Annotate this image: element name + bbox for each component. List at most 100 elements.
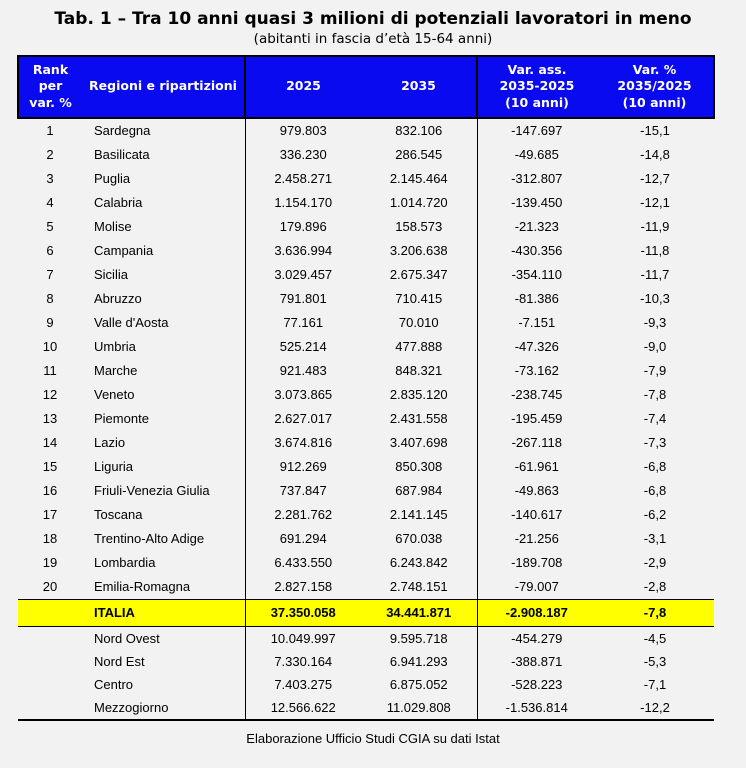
cell-rank: 11 [43, 363, 57, 379]
cell-2025: 3.674.816 [274, 435, 333, 451]
cell-var-pct: -5,3 [643, 653, 667, 669]
cell-var-ass: -189.708 [511, 555, 563, 571]
table-row: 5 Molise 179.896 158.573 -21.323 -11,9 [18, 214, 714, 239]
cell-2025: 3.029.457 [274, 267, 333, 283]
cell-var-ass: -147.697 [511, 123, 563, 139]
cell-2025: 2.281.762 [274, 507, 333, 523]
cell-var-ass: -312.807 [511, 171, 563, 187]
cell-2035: 2.748.151 [361, 574, 478, 600]
cell-var-pct: -9,3 [643, 315, 667, 331]
cell-var-ass: -139.450 [511, 195, 563, 211]
table-row: 8 Abruzzo 791.801 710.415 -81.386 -10,3 [18, 286, 714, 311]
cell-region: Emilia-Romagna [82, 574, 246, 600]
cell-var-pct: -4,5 [643, 630, 667, 646]
source-note: Elaborazione Ufficio Studi CGIA su dati … [246, 730, 500, 746]
cell-rank: 16 [42, 483, 58, 499]
cell-region: Sicilia [82, 262, 246, 287]
cell-2035: 3.407.698 [361, 430, 478, 455]
table-row: 12 Veneto 3.073.865 2.835.120 -238.745 -7,8 [18, 382, 714, 407]
cell-2025: 336.230 [279, 147, 327, 163]
cell-2035: 6.243.842 [361, 550, 478, 575]
cell-2035: 477.888 [361, 334, 478, 359]
cell-2035: 6.875.052 [361, 672, 478, 696]
cell-rank: 17 [42, 507, 58, 523]
cell-rank: 9 [46, 315, 54, 331]
cell-2035: 9.595.718 [361, 626, 478, 650]
cell-rank [18, 598, 82, 627]
table-row: 16 Friuli-Venezia Giulia 737.847 687.984 -49… [18, 478, 714, 503]
cell-var-ass: -49.685 [514, 147, 559, 163]
cell-var-ass: -430.356 [511, 243, 563, 259]
header-var-pct: Var. % 2035/2025 (10 anni) [596, 54, 715, 119]
cell-2035: 710.415 [361, 286, 478, 311]
cell-var-ass: -47.326 [514, 339, 559, 355]
italia-total-row: ITALIA 37.350.058 34.441.871 -2.908.187 -7,8 [18, 598, 714, 627]
table-row: 19 Lombardia 6.433.550 6.243.842 -189.708 -2,… [18, 550, 714, 575]
cell-2035: 2.145.464 [361, 166, 478, 191]
cell-region: ITALIA [82, 598, 246, 627]
cell-var-ass: -238.745 [511, 387, 563, 403]
cell-2025: 979.803 [279, 123, 327, 139]
cell-region: Veneto [82, 382, 246, 407]
cell-var-ass: -354.110 [511, 267, 562, 283]
page: Tab. 1 – Tra 10 anni quasi 3 milioni di … [17, 9, 715, 746]
cell-region: Friuli-Venezia Giulia [82, 478, 246, 503]
header-row: Rank per var. % Regioni e ripartizioni 2… [17, 54, 715, 119]
cell-2035: 70.010 [361, 310, 478, 335]
cell-2025: 3.073.865 [274, 387, 333, 403]
cell-var-pct: -11,7 [640, 267, 670, 283]
cell-var-pct: -7,4 [643, 411, 667, 427]
table-row: 4 Calabria 1.154.170 1.014.720 -139.450 -12,1 [18, 190, 714, 215]
table-row: 2 Basilicata 336.230 286.545 -49.685 -14,8 [18, 142, 714, 167]
cell-rank: 10 [42, 339, 58, 355]
cell-region: Lazio [82, 430, 246, 455]
cell-rank [18, 695, 82, 721]
cell-region: Nord Ovest [82, 626, 246, 650]
cell-2035: 286.545 [361, 142, 478, 167]
cell-var-pct: -12,2 [596, 695, 714, 721]
cell-var-pct: -7,8 [596, 598, 714, 627]
cell-rank: 1 [46, 123, 54, 139]
table-body: 1 Sardegna 979.803 832.106 -147.697 -15,1 2 Bas… [18, 117, 714, 721]
cell-2025: 1.154.170 [274, 195, 333, 211]
cell-rank: 2 [46, 147, 54, 163]
cell-region: Marche [82, 358, 246, 383]
cell-region: Trentino-Alto Adige [82, 526, 246, 551]
cell-2035: 6.941.293 [361, 649, 478, 673]
table-row: 9 Valle d'Aosta 77.161 70.010 -7.151 -9,3 [18, 310, 714, 335]
table-subtitle: (abitanti in fascia d’età 15-64 anni) [253, 31, 493, 48]
header-region: Regioni e ripartizioni [82, 54, 246, 119]
cell-2025: 12.566.622 [245, 695, 361, 721]
cell-region: Puglia [82, 166, 246, 191]
table-row: 1 Sardegna 979.803 832.106 -147.697 -15,1 [18, 117, 714, 143]
cell-rank [18, 673, 82, 696]
cell-rank: 18 [42, 531, 58, 547]
cell-rank: 4 [46, 195, 54, 211]
cell-var-pct: -10,3 [640, 291, 670, 307]
cell-var-pct: -12,7 [640, 171, 670, 187]
header-2025: 2025 [245, 54, 361, 119]
table-row: 18 Trentino-Alto Adige 691.294 670.038 -21.2… [18, 526, 714, 551]
cell-var-ass: -267.118 [511, 435, 562, 451]
cell-2025: 7.330.164 [274, 653, 333, 669]
cell-rank: 13 [42, 411, 58, 427]
cell-var-ass: -49.863 [514, 483, 559, 499]
cell-2025: 10.049.997 [270, 630, 336, 646]
cell-2025: 3.636.994 [274, 243, 333, 259]
cell-2025: 525.214 [279, 339, 327, 355]
ripartizione-row: Centro 7.403.275 6.875.052 -528.223 -7,1 [18, 672, 714, 696]
cell-var-ass: -81.386 [514, 291, 559, 307]
cell-var-ass: -454.279 [511, 630, 563, 646]
cell-var-pct: -2,8 [643, 579, 667, 595]
cell-2025: 7.403.275 [274, 676, 333, 692]
demographics-table: Rank per var. % Regioni e ripartizioni 2… [17, 54, 715, 721]
cell-region: Sardegna [82, 117, 246, 143]
ripartizione-row: Nord Ovest 10.049.997 9.595.718 -454.279 -4,… [18, 626, 714, 650]
cell-var-ass: -140.617 [511, 507, 563, 523]
header-2035: 2035 [361, 54, 478, 119]
cell-var-ass: -2.908.187 [477, 598, 596, 627]
cell-rank: 12 [42, 387, 58, 403]
cell-rank: 14 [42, 435, 58, 451]
cell-region: Molise [82, 214, 246, 239]
cell-var-pct: -7,8 [643, 387, 667, 403]
